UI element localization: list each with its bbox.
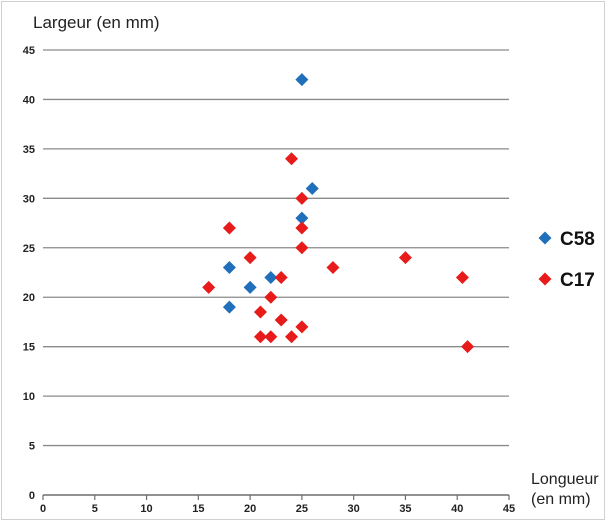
legend-marker-c58 xyxy=(538,231,552,245)
point-c17 xyxy=(264,290,278,304)
legend: C58 C17 xyxy=(538,229,595,291)
point-c17 xyxy=(295,320,309,334)
x-axis-label-line1: Longueur xyxy=(531,471,599,488)
x-tick-label: 25 xyxy=(296,503,308,515)
legend-label-c17: C17 xyxy=(560,270,595,291)
x-tick-label: 15 xyxy=(192,503,204,515)
point-c17 xyxy=(285,330,299,344)
point-c17 xyxy=(243,251,257,265)
x-tick-label: 20 xyxy=(244,503,256,515)
y-tick-label: 45 xyxy=(23,45,35,57)
point-c17 xyxy=(295,191,309,205)
point-c17 xyxy=(461,340,475,354)
x-tick-label: 35 xyxy=(399,503,411,515)
y-tick-label: 15 xyxy=(23,342,35,354)
y-tick-labels: 0 5 10 15 20 25 30 35 40 45 xyxy=(23,45,35,502)
gridlines xyxy=(42,49,510,500)
point-c58 xyxy=(295,73,309,87)
point-c17 xyxy=(264,330,278,344)
y-tick-label: 35 xyxy=(23,144,35,156)
y-tick-label: 25 xyxy=(23,243,35,255)
point-c17 xyxy=(398,251,412,265)
point-c58 xyxy=(222,261,236,275)
point-c17 xyxy=(295,241,309,255)
legend-marker-c17 xyxy=(538,272,552,286)
x-tick-label: 0 xyxy=(40,503,46,515)
y-tick-label: 0 xyxy=(29,490,35,502)
point-c17 xyxy=(274,270,288,284)
x-axis-label-line2: (en mm) xyxy=(531,491,591,508)
y-tick-label: 20 xyxy=(23,292,35,304)
legend-label-c58: C58 xyxy=(560,229,595,250)
point-c17 xyxy=(326,261,340,275)
point-c17 xyxy=(202,280,216,294)
point-c58 xyxy=(243,280,257,294)
point-c58 xyxy=(305,181,319,195)
point-c17 xyxy=(285,152,299,166)
point-c58 xyxy=(295,211,309,225)
x-tick-label: 30 xyxy=(348,503,360,515)
y-tick-label: 5 xyxy=(29,441,35,453)
point-c17 xyxy=(274,313,288,327)
point-c17 xyxy=(253,305,267,319)
x-tick-label: 45 xyxy=(503,503,515,515)
point-c17 xyxy=(295,221,309,235)
y-tick-label: 30 xyxy=(23,193,35,205)
data-points xyxy=(202,73,475,354)
x-tick-label: 40 xyxy=(451,503,463,515)
point-c17 xyxy=(222,221,236,235)
point-c17 xyxy=(455,270,469,284)
x-tick-label: 5 xyxy=(92,503,98,515)
point-c17 xyxy=(253,330,267,344)
point-c58 xyxy=(264,270,278,284)
y-tick-label: 40 xyxy=(23,94,35,106)
point-c58 xyxy=(222,300,236,314)
x-tick-label: 10 xyxy=(140,503,152,515)
y-axis-label: Largeur (en mm) xyxy=(33,13,160,32)
y-tick-label: 10 xyxy=(23,391,35,403)
x-tick-labels: 0 5 10 15 20 25 30 35 40 45 xyxy=(40,503,515,515)
